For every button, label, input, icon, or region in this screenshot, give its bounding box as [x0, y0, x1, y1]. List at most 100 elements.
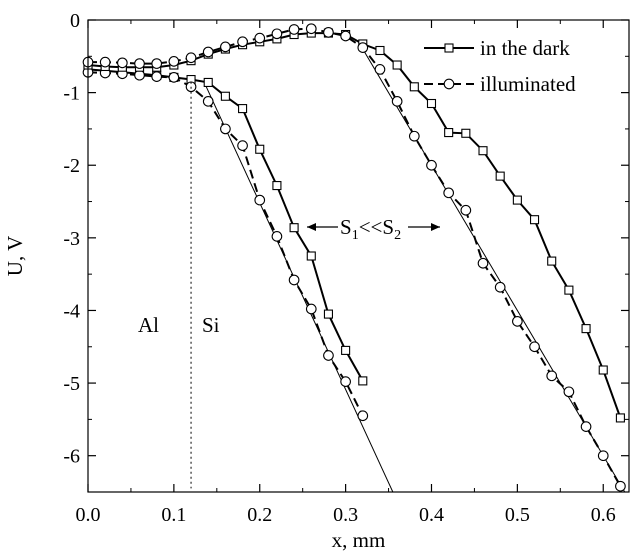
data-point-square	[581, 324, 591, 334]
x-tick-label: 0.3	[333, 504, 358, 526]
si-label: Si	[202, 313, 220, 337]
data-point-square	[444, 128, 454, 138]
data-point-square	[375, 45, 385, 56]
data-point-circle	[443, 187, 455, 199]
data-point-circle	[460, 204, 472, 216]
data-point-square	[529, 215, 540, 225]
data-point-circle	[288, 24, 300, 35]
data-point-circle	[151, 58, 163, 69]
data-point-circle	[271, 28, 283, 40]
data-point-square	[478, 146, 488, 156]
arrow-left-head	[307, 223, 316, 231]
data-point-circle	[254, 194, 266, 206]
data-point-circle	[546, 370, 558, 382]
data-point-circle	[134, 58, 145, 69]
data-point-square	[306, 251, 316, 261]
data-point-circle	[426, 159, 437, 171]
y-tick-label: 0	[70, 10, 80, 32]
data-point-circle	[494, 281, 506, 293]
s-ratio-label: S1<<S2	[340, 215, 401, 243]
data-point-circle	[477, 257, 489, 269]
data-point-circle	[151, 71, 163, 82]
axis-ticks: 0.0 0.1 0.2 0.3 0.4 0.5 0.6 0 -1 -2 -3 -4 -5 -6	[63, 10, 629, 526]
y-tick-label: -5	[63, 373, 80, 395]
series-0	[83, 64, 368, 386]
legend-item: illuminated	[424, 72, 576, 96]
data-point-square	[426, 98, 437, 109]
data-point-square	[615, 413, 625, 423]
data-point-square	[358, 376, 368, 386]
series-1	[82, 66, 369, 422]
data-point-square	[547, 256, 557, 266]
data-point-square	[289, 223, 299, 233]
data-point-circle	[168, 56, 180, 67]
legend-label: illuminated	[480, 72, 576, 96]
data-point-square	[323, 309, 333, 319]
data-point-circle	[323, 350, 334, 361]
s-ratio-s-sub1: 1	[352, 228, 359, 243]
y-tick-label: -6	[63, 446, 80, 468]
series-line	[88, 27, 622, 487]
data-point-circle	[271, 231, 283, 242]
legend-marker-square	[444, 43, 454, 53]
data-point-circle	[288, 274, 300, 286]
data-point-circle	[615, 480, 626, 492]
data-point-circle	[305, 303, 317, 315]
y-tick-label: -4	[63, 300, 80, 322]
data-point-square	[512, 195, 522, 205]
data-point-circle	[220, 41, 231, 53]
x-tick-label: 0.5	[505, 504, 530, 526]
data-point-circle	[99, 56, 111, 68]
s-ratio-s-ratio-pre: S	[340, 215, 352, 239]
data-point-circle	[391, 95, 403, 107]
data-point-square	[203, 77, 213, 87]
x-tick-label: 0.0	[76, 504, 101, 526]
data-point-circle	[374, 64, 386, 75]
data-point-square	[495, 171, 505, 181]
data-point-circle	[305, 23, 317, 35]
legend-label: in the dark	[480, 36, 570, 60]
x-tick-label: 0.4	[419, 504, 444, 526]
arrow-right-head	[431, 223, 440, 231]
data-point-circle	[116, 57, 128, 69]
x-axis-title: x, mm	[332, 528, 386, 551]
s-ratio-s-sub2: 2	[394, 228, 401, 243]
legend-item: in the dark	[424, 36, 570, 60]
annotations: Al Si S1<<S2	[138, 81, 440, 489]
data-point-circle	[237, 36, 248, 48]
data-point-circle	[254, 32, 266, 44]
data-point-square	[392, 60, 402, 70]
x-tick-label: 0.1	[161, 504, 186, 526]
data-point-circle	[220, 123, 231, 135]
data-point-circle	[202, 46, 214, 58]
al-label: Al	[138, 313, 159, 337]
x-tick-label: 0.2	[247, 504, 272, 526]
data-point-circle	[168, 72, 180, 83]
data-point-circle	[529, 341, 540, 353]
data-point-circle	[134, 69, 145, 81]
data-point-square	[409, 82, 419, 92]
data-point-circle	[580, 421, 592, 432]
data-point-square	[564, 285, 574, 295]
s-ratio-s-mid: <<S	[359, 215, 394, 239]
series-line	[87, 68, 364, 382]
y-tick-label: -1	[63, 83, 80, 105]
data-point-square	[598, 365, 608, 375]
data-point-circle	[237, 140, 248, 151]
y-tick-label: -3	[63, 228, 80, 250]
data-point-square	[272, 181, 282, 191]
data-point-circle	[357, 42, 369, 53]
data-point-circle	[323, 26, 334, 38]
fit-lines	[203, 41, 626, 492]
y-axis-title: U, V	[3, 236, 27, 276]
data-point-circle	[563, 386, 575, 398]
data-point-circle	[202, 95, 214, 107]
data-point-circle	[512, 316, 523, 327]
data-point-circle	[340, 30, 351, 42]
legend: in the dark illuminated	[424, 36, 576, 96]
data-point-circle	[408, 130, 420, 142]
plot-frame	[87, 19, 630, 493]
data-point-circle	[357, 410, 369, 422]
data-point-square	[461, 128, 471, 138]
